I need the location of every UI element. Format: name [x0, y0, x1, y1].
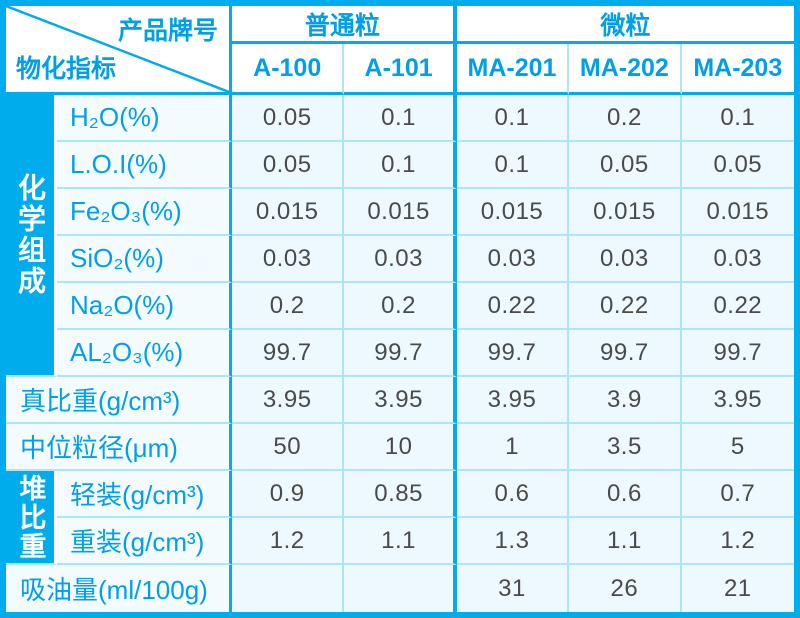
val-fe2o3-a100: 0.015	[232, 189, 345, 236]
row-label-al2o3: AL₂O₃(%)	[57, 330, 232, 377]
val-loi-a100: 0.05	[232, 142, 345, 189]
corner-header-cell: 产品牌号 物化指标	[6, 6, 232, 95]
val-particle-a101: 10	[344, 424, 457, 471]
val-na2o-a100: 0.2	[232, 283, 345, 330]
col-header-ma201: MA-201	[456, 44, 570, 95]
col-group-fine: 微粒	[456, 6, 794, 44]
val-particle-ma203: 5	[681, 424, 794, 471]
val-loi-ma201: 0.1	[456, 142, 570, 189]
row-label-h2o: H₂O(%)	[57, 95, 232, 142]
val-heavy-a101: 1.1	[344, 518, 457, 565]
val-density-ma201: 3.95	[456, 377, 570, 424]
val-loi-ma203: 0.05	[681, 142, 794, 189]
val-na2o-ma201: 0.22	[456, 283, 570, 330]
row-group-chemical-label: 化学组成	[15, 173, 46, 297]
val-density-a101: 3.95	[344, 377, 457, 424]
row-label-loi: L.O.I(%)	[57, 142, 232, 189]
row-label-heavy-packed: 重装(g/cm³)	[57, 518, 232, 565]
val-h2o-a100: 0.05	[232, 95, 345, 142]
col-header-a100: A-100	[232, 44, 345, 95]
val-oil-ma202: 26	[569, 565, 682, 612]
val-al2o3-ma201: 99.7	[456, 330, 570, 377]
val-h2o-ma203: 0.1	[681, 95, 794, 142]
val-h2o-ma201: 0.1	[456, 95, 570, 142]
val-al2o3-ma202: 99.7	[569, 330, 682, 377]
val-sio2-ma202: 0.03	[569, 236, 682, 283]
val-light-ma202: 0.6	[569, 471, 682, 518]
val-na2o-ma203: 0.22	[681, 283, 794, 330]
row-label-light-packed: 轻装(g/cm³)	[57, 471, 232, 518]
val-oil-a101	[344, 565, 457, 612]
val-fe2o3-ma202: 0.015	[569, 189, 682, 236]
val-al2o3-a100: 99.7	[232, 330, 345, 377]
val-fe2o3-ma201: 0.015	[456, 189, 570, 236]
row-label-oil-absorption: 吸油量(ml/100g)	[6, 565, 232, 612]
row-group-bulk-density: 堆比重	[6, 471, 57, 565]
col-header-ma202: MA-202	[569, 44, 682, 95]
val-heavy-ma203: 1.2	[681, 518, 794, 565]
corner-label-property-index: 物化指标	[16, 55, 117, 83]
val-al2o3-a101: 99.7	[344, 330, 457, 377]
val-light-ma201: 0.6	[456, 471, 570, 518]
val-density-ma202: 3.9	[569, 377, 682, 424]
val-loi-ma202: 0.05	[569, 142, 682, 189]
row-group-bulk-label: 堆比重	[15, 473, 46, 561]
val-al2o3-ma203: 99.7	[681, 330, 794, 377]
val-particle-ma201: 1	[456, 424, 570, 471]
row-label-na2o: Na₂O(%)	[57, 283, 232, 330]
val-light-a100: 0.9	[232, 471, 345, 518]
val-particle-a100: 50	[232, 424, 345, 471]
val-loi-a101: 0.1	[344, 142, 457, 189]
val-h2o-ma202: 0.2	[569, 95, 682, 142]
val-oil-ma203: 21	[681, 565, 794, 612]
val-heavy-a100: 1.2	[232, 518, 345, 565]
val-heavy-ma201: 1.3	[456, 518, 570, 565]
row-group-chemical-composition: 化学组成	[6, 95, 57, 377]
val-oil-ma201: 31	[456, 565, 570, 612]
row-label-median-particle-size: 中位粒径(μm)	[6, 424, 232, 471]
val-oil-a100	[232, 565, 345, 612]
val-heavy-ma202: 1.1	[569, 518, 682, 565]
val-sio2-a100: 0.03	[232, 236, 345, 283]
col-group-ordinary: 普通粒	[232, 6, 457, 44]
val-light-a101: 0.85	[344, 471, 457, 518]
col-header-ma203: MA-203	[681, 44, 794, 95]
val-particle-ma202: 3.5	[569, 424, 682, 471]
val-h2o-a101: 0.1	[344, 95, 457, 142]
row-label-fe2o3: Fe₂O₃(%)	[57, 189, 232, 236]
val-sio2-ma203: 0.03	[681, 236, 794, 283]
col-header-a101: A-101	[344, 44, 457, 95]
row-label-sio2: SiO₂(%)	[57, 236, 232, 283]
corner-label-product-grade: 产品牌号	[117, 17, 218, 45]
val-sio2-a101: 0.03	[344, 236, 457, 283]
val-density-a100: 3.95	[232, 377, 345, 424]
val-sio2-ma201: 0.03	[456, 236, 570, 283]
val-density-ma203: 3.95	[681, 377, 794, 424]
row-label-true-density: 真比重(g/cm³)	[6, 377, 232, 424]
val-fe2o3-ma203: 0.015	[681, 189, 794, 236]
val-light-ma203: 0.7	[681, 471, 794, 518]
diagonal-divider-line	[6, 6, 229, 92]
val-na2o-ma202: 0.22	[569, 283, 682, 330]
val-fe2o3-a101: 0.015	[344, 189, 457, 236]
val-na2o-a101: 0.2	[344, 283, 457, 330]
